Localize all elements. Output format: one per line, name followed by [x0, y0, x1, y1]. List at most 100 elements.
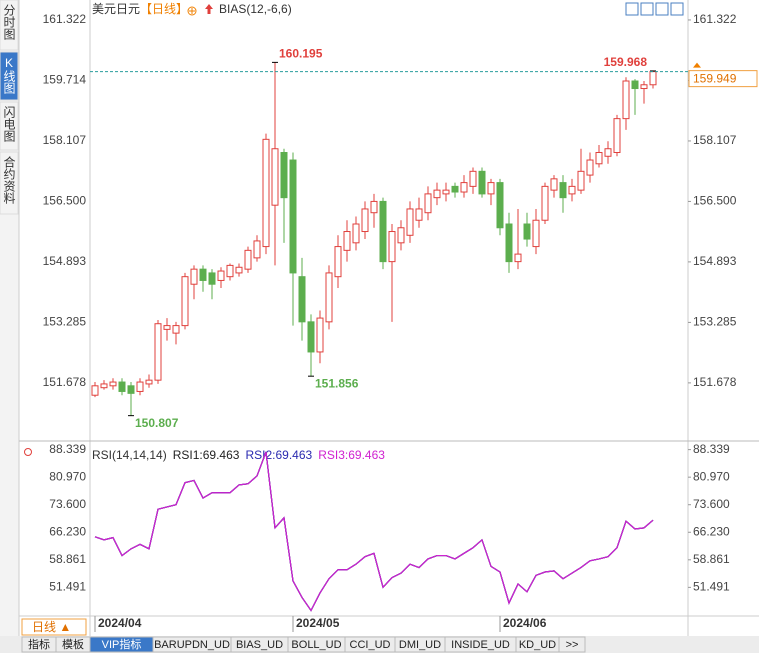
legend-value: 69.463	[348, 448, 385, 462]
side-tab-label: K线图	[2, 56, 16, 94]
y2-tick-label: 154.893	[693, 254, 737, 268]
price-box-label: 159.949	[693, 71, 737, 85]
candle-body	[163, 325, 171, 330]
rsi-tick-label-right: 73.600	[693, 497, 730, 511]
side-tab-label: 分时图	[2, 4, 16, 40]
candle-body	[127, 385, 135, 394]
candle-body	[154, 323, 162, 381]
candle-body	[217, 270, 225, 281]
rsi-tick-label-right: 88.339	[693, 442, 730, 456]
candle-body	[613, 118, 621, 154]
candle-body	[559, 182, 567, 199]
candle-body	[532, 219, 540, 248]
extreme-label: 151.856	[315, 376, 359, 390]
footer-tab-label: INSIDE_UD	[451, 639, 510, 651]
candle-body	[397, 227, 405, 244]
period-button-label: 日线 ▲	[32, 620, 71, 634]
candle-body	[235, 266, 243, 274]
candle-body	[568, 185, 576, 195]
tool-button[interactable]	[640, 2, 654, 16]
tool-button[interactable]	[655, 2, 669, 16]
candle-body	[649, 71, 657, 86]
candle-body	[442, 189, 450, 195]
candle-body	[253, 240, 261, 259]
rsi-tick-label-right: 66.230	[693, 524, 730, 538]
y2-tick-label: 158.107	[693, 133, 737, 147]
footer-tab-label: DMI_UD	[399, 639, 441, 651]
candle-body	[541, 185, 549, 221]
rsi-tick-label-right: 58.861	[693, 552, 730, 566]
candle-body	[100, 383, 108, 389]
candle-body	[109, 381, 117, 387]
candle-body	[388, 231, 396, 263]
candle-body	[514, 253, 522, 263]
indicator-icon[interactable]	[205, 4, 213, 14]
indicator-name: BIAS(12,-6,6)	[219, 2, 292, 16]
rsi-tick-label-right: 80.970	[693, 469, 730, 483]
side-tab[interactable]	[0, 51, 19, 101]
add-icon[interactable]	[187, 6, 197, 16]
header: 美元日元【日线】	[92, 2, 188, 16]
candle-body	[307, 321, 315, 353]
candle-body	[181, 276, 189, 327]
legend-name: RSI3	[318, 448, 345, 462]
y-tick-label: 159.714	[43, 73, 87, 87]
candle-body	[352, 223, 360, 244]
candle-body	[298, 276, 306, 323]
y2-tick-label: 161.322	[693, 12, 737, 26]
y-tick-label: 158.107	[43, 133, 87, 147]
candle-body	[604, 148, 612, 157]
symbol: 美元日元	[92, 2, 140, 16]
rsi-legend: RSI(14,14,14) RSI1:69.463 RSI2:69.463 RSI3:…	[92, 448, 385, 462]
candle-body	[415, 208, 423, 221]
footer-tab[interactable]	[558, 636, 586, 653]
candle-body	[496, 182, 504, 229]
rsi-tick-label: 51.491	[49, 580, 86, 594]
candle-body	[136, 381, 144, 392]
rsi-tick-label: 88.339	[49, 442, 86, 456]
extreme-label: 160.195	[279, 47, 323, 61]
candle-body	[91, 385, 99, 396]
side-tab[interactable]	[0, 151, 19, 215]
candle-body	[226, 264, 234, 278]
legend-name: RSI1	[173, 448, 200, 462]
candle-body	[244, 249, 252, 270]
period: 【日线】	[140, 2, 188, 16]
extreme-label: 159.968	[604, 55, 648, 69]
candle-body	[577, 170, 585, 191]
candle-body	[451, 185, 459, 193]
candle-body	[487, 182, 495, 195]
y-tick-label: 154.893	[43, 254, 87, 268]
legend-name: RSI2	[245, 448, 272, 462]
extreme-label: 150.807	[135, 416, 179, 430]
candle-body	[316, 317, 324, 353]
candle-body	[622, 80, 630, 120]
tool-button[interactable]	[670, 2, 684, 16]
tool-button[interactable]	[625, 2, 639, 16]
candle-body	[595, 152, 603, 165]
legend-sep: :	[272, 448, 275, 462]
side-tab[interactable]	[0, 0, 19, 51]
candle-body	[118, 381, 126, 392]
y-tick-label: 153.285	[43, 315, 87, 329]
y-tick-label: 156.500	[43, 194, 87, 208]
settings-icon[interactable]	[24, 448, 32, 456]
footer-tab-label: KD_UD	[519, 639, 556, 651]
candle-body	[586, 159, 594, 176]
candle-body	[469, 170, 477, 187]
candle-body	[271, 148, 279, 206]
x-tick-label: 2024/05	[296, 616, 340, 630]
candle-body	[550, 178, 558, 191]
candle-body	[406, 208, 414, 236]
footer-tab-label: CCI_UD	[350, 639, 391, 651]
candle-body	[631, 80, 639, 90]
side-tab-label: 合约资料	[2, 155, 16, 204]
rsi-tick-label: 58.861	[49, 552, 86, 566]
period-button[interactable]	[21, 618, 87, 636]
price-box	[688, 70, 758, 88]
x-tick-label: 2024/04	[98, 616, 142, 630]
side-tab[interactable]	[0, 101, 19, 151]
candle-body	[208, 272, 216, 285]
legend-sep: :	[199, 448, 202, 462]
footer-tab-label: BOLL_UD	[291, 639, 341, 651]
